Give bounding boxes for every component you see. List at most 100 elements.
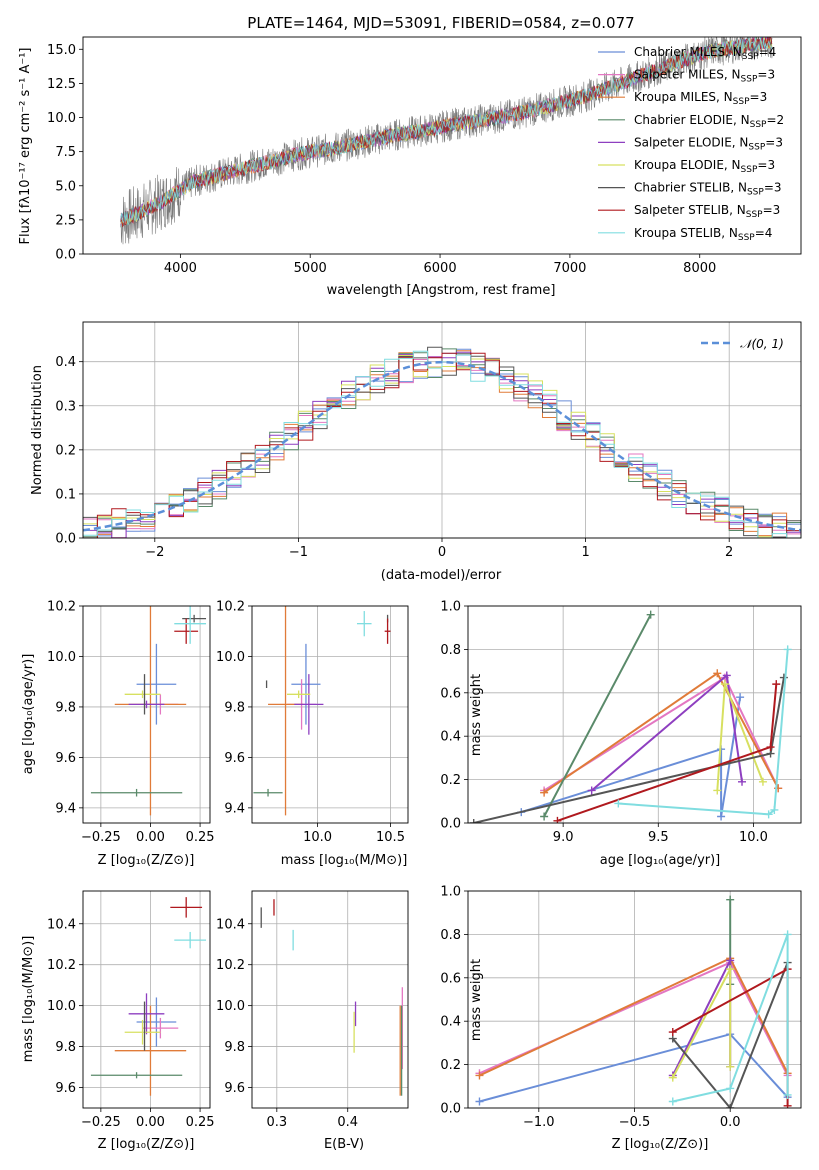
y-tick-label: 0.4 [55, 355, 76, 370]
legend-suffix: =4 [759, 45, 777, 59]
axes-frame [467, 605, 802, 824]
y-tick-label: 1.0 [440, 885, 461, 900]
axes-frame [251, 605, 409, 824]
legend-label: Salpeter ELODIE, NSSP=3 [634, 135, 783, 152]
weight-marker [668, 1073, 677, 1082]
weight-marker [783, 1101, 792, 1108]
weight-marker [553, 816, 562, 823]
x-tick-label: 4000 [164, 261, 197, 276]
y-tick-label: 12.5 [47, 77, 76, 92]
x-tick-label: 5000 [294, 261, 327, 276]
y-tick-label: 0.4 [440, 730, 461, 745]
y-tick-label: 0.2 [55, 443, 76, 458]
axes-frame [82, 36, 802, 255]
weight-marker [772, 680, 781, 689]
axes-frame [82, 890, 211, 1109]
legend-subscript: SSP [748, 142, 765, 152]
x-tick-label: 1 [581, 545, 589, 560]
y-tick-label: 10.0 [47, 111, 76, 126]
y-tick-label: 9.6 [55, 751, 76, 766]
y-tick-label: 1.0 [440, 600, 461, 615]
y-tick-label: 0.0 [55, 248, 76, 263]
legend-suffix: =4 [755, 226, 773, 240]
legend-subscript: SSP [741, 75, 758, 85]
legend-label: Kroupa MILES, NSSP=3 [634, 90, 767, 107]
weight-vs-age-plot-area: 9.0 9.5 10.0 0.0 0.2 0.4 0.6 0.8 1.0 [440, 600, 802, 845]
axes-frame [82, 321, 802, 539]
y-tick-label: 0.8 [440, 643, 461, 658]
x-tick-label: −0.5 [619, 1115, 651, 1130]
y-tick-label: 0.6 [440, 686, 461, 701]
weight-line [672, 934, 789, 1103]
legend-label: Chabrier STELIB, NSSP=3 [634, 181, 782, 198]
x-tick-label: 0.3 [266, 1115, 287, 1130]
weight-marker [726, 965, 735, 974]
y-tick-label: 0.2 [440, 773, 461, 788]
x-tick-label: −1 [289, 545, 308, 560]
legend-suffix: =3 [765, 135, 783, 149]
mass-vs-ebv-plot-area: 0.3 0.4 9.6 9.8 10.0 10.2 10.4 [216, 890, 409, 1130]
errorbar-group [90, 606, 207, 816]
legend-subscript: SSP [738, 233, 755, 243]
legend-suffix: =3 [763, 203, 781, 217]
weight-marker [726, 1084, 735, 1093]
x-tick-label: 0.25 [186, 1115, 215, 1130]
weight-line [543, 614, 652, 817]
y-tick-label: 9.8 [55, 1040, 76, 1055]
spectrum-ylabel: Flux [fλ10⁻¹⁷ erg cm⁻² s⁻¹ A⁻¹] [18, 48, 33, 245]
normal-legend-label: 𝒩(0, 1) [740, 337, 784, 351]
y-tick-label: 0.8 [440, 928, 461, 943]
spectrum-title: PLATE=1464, MJD=53091, FIBERID=0584, z=0… [247, 14, 634, 32]
legend-label: Chabrier MILES, NSSP=4 [634, 45, 776, 62]
x-tick-label: 7000 [553, 261, 586, 276]
y-tick-label: 0.0 [440, 1102, 461, 1117]
x-tick-label: −0.25 [81, 830, 121, 845]
spectrum-xlabel: wavelength [Angstrom, rest frame] [327, 283, 556, 298]
age-mass-xlabel: mass [log₁₀(M/M⊙)] [281, 853, 408, 868]
y-tick-label: 10.2 [216, 958, 245, 973]
legend-subscript: SSP [747, 188, 764, 198]
x-tick-label: 0.00 [136, 1115, 165, 1130]
weight-marker [668, 1028, 677, 1037]
errorbar-group [90, 897, 207, 1096]
axes-frame [82, 605, 211, 824]
x-tick-label: −0.25 [81, 1115, 121, 1130]
weight-line [543, 676, 780, 792]
weight-lines [475, 895, 792, 1108]
age-vs-mass-plot-area: 10.0 10.5 9.4 9.6 9.8 10.0 10.2 [216, 600, 409, 845]
weight-marker [646, 610, 655, 619]
weight-line [557, 684, 778, 822]
weight-marker [783, 645, 792, 654]
age-z-ylabel: age [log₁₀(age/yr)] [21, 654, 36, 775]
x-tick-label: 9.5 [648, 830, 669, 845]
y-tick-label: 10.4 [216, 917, 245, 932]
x-tick-label: 0.0 [720, 1115, 741, 1130]
legend-suffix: =3 [757, 158, 775, 172]
y-tick-label: 9.6 [55, 1081, 76, 1096]
weight-age-xlabel: age [log₁₀(age/yr)] [600, 853, 721, 868]
legend-label: Kroupa ELODIE, NSSP=3 [634, 158, 775, 175]
x-tick-label: 2 [725, 545, 733, 560]
y-tick-label: 10.0 [216, 650, 245, 665]
errorbar-group [253, 606, 391, 816]
x-tick-label: 0.4 [337, 1115, 358, 1130]
legend-subscript: SSP [746, 210, 763, 220]
y-tick-label: 9.6 [224, 1081, 245, 1096]
y-tick-label: 15.0 [47, 43, 76, 58]
weight-marker [587, 786, 596, 795]
weight-marker [726, 1062, 735, 1071]
residuals-plot-area: −2 −1 0 1 2 0.0 0.1 0.2 0.3 0.4 [55, 321, 802, 560]
weight-line [672, 962, 789, 1108]
y-tick-label: 0.1 [55, 487, 76, 502]
weight-marker [726, 956, 735, 965]
residuals-legend: 𝒩(0, 1) [701, 337, 784, 351]
legend-subscript: SSP [742, 52, 759, 62]
weight-z-ylabel: mass weight [469, 959, 484, 1041]
y-tick-label: 0.6 [440, 971, 461, 986]
weight-marker [713, 669, 722, 678]
legend-suffix: =3 [750, 90, 768, 104]
y-tick-label: 9.6 [224, 751, 245, 766]
legend-suffix: =3 [764, 181, 782, 195]
weight-line [520, 696, 742, 817]
histogram-lines [83, 346, 801, 538]
